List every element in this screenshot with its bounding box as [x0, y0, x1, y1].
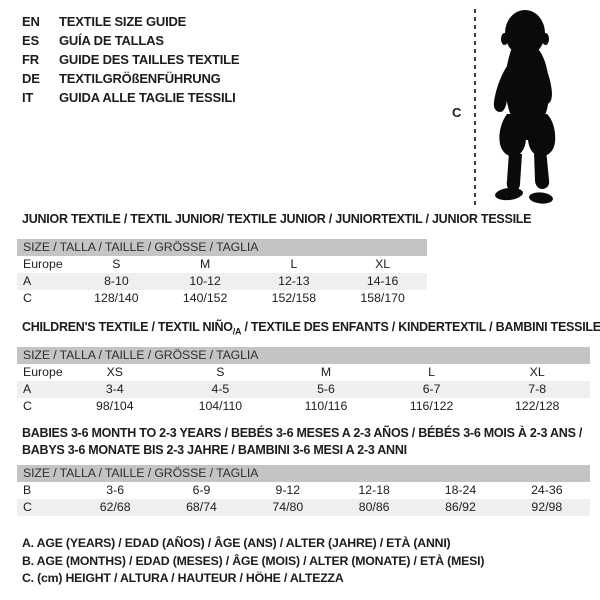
cell: 104/110 — [198, 399, 243, 413]
lang-label: GUIDE DES TAILLES TEXTILE — [59, 52, 240, 67]
lang-row-de: DE TEXTILGRÖßENFÜHRUNG — [22, 69, 239, 88]
cell: 68/74 — [186, 500, 217, 514]
cell: 3-4 — [105, 382, 124, 396]
lang-code: EN — [22, 14, 40, 29]
cell: 10-12 — [189, 274, 221, 288]
cell: 12-18 — [358, 483, 390, 497]
row-label: Europe — [23, 257, 63, 271]
cell: S — [216, 365, 225, 379]
junior-table-title: JUNIOR TEXTILE / TEXTIL JUNIOR/ TEXTILE … — [22, 212, 532, 226]
table-row: A 8-10 10-12 12-13 14-16 — [17, 273, 427, 290]
title-subscript: /A — [232, 326, 242, 337]
cell: 128/140 — [94, 291, 139, 305]
babies-table-title: BABIES 3-6 MONTH TO 2-3 YEARS / BEBÉS 3-… — [22, 425, 582, 458]
footnote-b: B. AGE (MONTHS) / EDAD (MESES) / ÂGE (MO… — [22, 553, 485, 568]
cell: 110/116 — [304, 399, 348, 413]
table-row: C 62/68 68/74 74/80 80/86 86/92 92/98 — [17, 499, 590, 516]
lang-code: ES — [22, 33, 39, 48]
cell: 116/122 — [409, 399, 454, 413]
footnote-list: A. AGE (YEARS) / EDAD (AÑOS) / ÂGE (ANS)… — [22, 536, 484, 589]
row-label: A — [23, 382, 32, 396]
babies-title-line2: BABYS 3-6 MONATE BIS 2-3 JAHRE / BAMBINI… — [22, 442, 407, 457]
title-part: / TEXTILE DES ENFANTS / KINDERTEXTIL / B… — [241, 320, 600, 334]
language-title-list: EN TEXTILE SIZE GUIDE ES GUÍA DE TALLAS … — [22, 12, 240, 107]
cell: 7-8 — [528, 382, 547, 396]
row-label: C — [23, 399, 32, 413]
lang-label: GUÍA DE TALLAS — [59, 33, 164, 48]
baby-silhouette-icon — [493, 10, 556, 204]
cell: L — [428, 365, 435, 379]
footnote-a: A. AGE (YEARS) / EDAD (AÑOS) / ÂGE (ANS)… — [22, 536, 451, 550]
cell: 8-10 — [104, 274, 129, 288]
size-band-header: SIZE / TALLA / TAILLE / GRÖSSE / TAGLIA — [17, 239, 427, 256]
cell: 122/128 — [514, 399, 560, 413]
cell: S — [112, 257, 121, 271]
lang-label: TEXTILGRÖßENFÜHRUNG — [59, 71, 221, 86]
table-row: C 128/140 140/152 152/158 158/170 — [17, 290, 427, 307]
cell: 80/86 — [358, 500, 390, 514]
row-label: Europe — [23, 365, 63, 379]
lang-label: TEXTILE SIZE GUIDE — [59, 14, 187, 29]
cell: 140/152 — [182, 291, 228, 305]
cell: 4-5 — [211, 382, 230, 396]
table-row: A 3-4 4-5 5-6 6-7 7-8 — [17, 381, 590, 398]
cell: 152/158 — [271, 291, 317, 305]
row-label: C — [23, 291, 32, 305]
row-label: B — [23, 483, 32, 497]
cell: 12-13 — [278, 274, 310, 288]
cell: XL — [375, 257, 391, 271]
cell: M — [320, 365, 332, 379]
lang-row-it: IT GUIDA ALLE TAGLIE TESSILI — [22, 88, 239, 107]
lang-label: GUIDA ALLE TAGLIE TESSILI — [59, 90, 236, 105]
cell: 3-6 — [106, 483, 125, 497]
table-row: Europe XS S M L XL — [17, 364, 590, 381]
cell: 6-9 — [192, 483, 211, 497]
cell: XL — [529, 365, 545, 379]
row-label: C — [23, 500, 32, 514]
height-measure-dashed-line — [474, 9, 476, 208]
lang-row-es: ES GUÍA DE TALLAS — [22, 31, 239, 50]
footnote-c: C. (cm) HEIGHT / ALTURA / HAUTEUR / HÖHE… — [22, 571, 344, 585]
cell: 9-12 — [275, 483, 301, 497]
cell: 5-6 — [317, 382, 335, 396]
cell: 86/92 — [445, 500, 476, 514]
cell: XS — [106, 365, 123, 379]
cell: M — [200, 257, 211, 271]
height-label-c: C — [452, 105, 462, 120]
babies-size-table: SIZE / TALLA / TAILLE / GRÖSSE / TAGLIA … — [17, 465, 590, 516]
lang-code: IT — [22, 90, 34, 105]
cell: 98/104 — [95, 399, 134, 413]
size-band-header: SIZE / TALLA / TAILLE / GRÖSSE / TAGLIA — [17, 465, 590, 482]
cell: 158/170 — [360, 291, 405, 305]
table-row: B 3-6 6-9 9-12 12-18 18-24 24-36 — [17, 482, 590, 499]
row-label: A — [23, 274, 32, 288]
table-row: Europe S M L XL — [17, 256, 427, 273]
cell: 92/98 — [531, 500, 563, 514]
lang-code: DE — [22, 71, 40, 86]
lang-row-fr: FR GUIDE DES TAILLES TEXTILE — [22, 50, 240, 69]
lang-row-en: EN TEXTILE SIZE GUIDE — [22, 12, 239, 31]
children-size-table: SIZE / TALLA / TAILLE / GRÖSSE / TAGLIA … — [17, 347, 590, 415]
junior-size-table: SIZE / TALLA / TAILLE / GRÖSSE / TAGLIA … — [17, 239, 427, 307]
cell: 62/68 — [99, 500, 131, 514]
lang-code: FR — [22, 52, 39, 67]
cell: 14-16 — [366, 274, 399, 288]
cell: 6-7 — [422, 382, 441, 396]
cell: L — [290, 257, 298, 271]
cell: 24-36 — [531, 483, 563, 497]
table-row: C 98/104 104/110 110/116 116/122 122/128 — [17, 398, 590, 415]
cell: 74/80 — [272, 500, 304, 514]
cell: 18-24 — [444, 483, 477, 497]
children-table-title: CHILDREN'S TEXTILE / TEXTIL NIÑO/A / TEX… — [22, 320, 600, 337]
babies-title-line1: BABIES 3-6 MONTH TO 2-3 YEARS / BEBÉS 3-… — [22, 426, 583, 440]
size-band-header: SIZE / TALLA / TAILLE / GRÖSSE / TAGLIA — [17, 347, 590, 364]
title-part: CHILDREN'S TEXTILE / TEXTIL NIÑO — [22, 320, 233, 334]
